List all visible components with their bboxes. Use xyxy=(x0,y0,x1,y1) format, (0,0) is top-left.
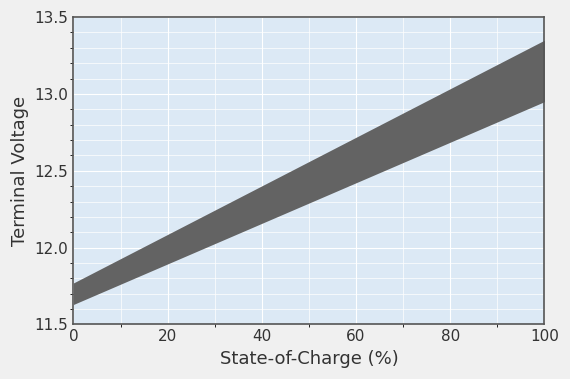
X-axis label: State-of-Charge (%): State-of-Charge (%) xyxy=(219,350,398,368)
Y-axis label: Terminal Voltage: Terminal Voltage xyxy=(11,96,29,246)
